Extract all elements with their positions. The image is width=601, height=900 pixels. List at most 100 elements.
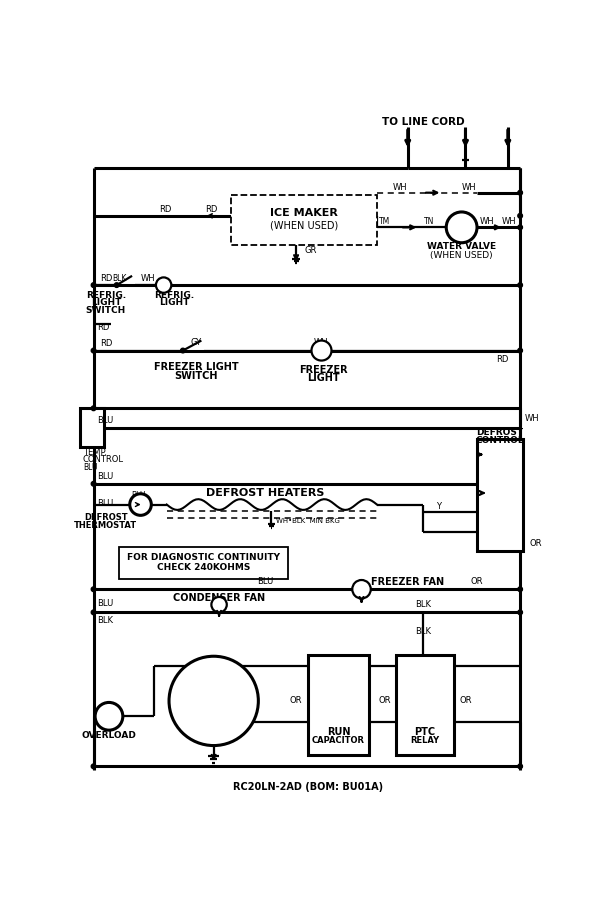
Text: RC20LN-2AD (BOM: BU01A): RC20LN-2AD (BOM: BU01A): [233, 782, 383, 792]
Text: WH: WH: [141, 274, 156, 283]
Circle shape: [518, 348, 522, 353]
Text: OR: OR: [290, 697, 302, 706]
Text: TEMP.: TEMP.: [83, 447, 107, 456]
Circle shape: [311, 340, 332, 361]
Text: C: C: [194, 697, 200, 706]
Text: BLU: BLU: [97, 416, 114, 425]
Text: RUN: RUN: [327, 726, 350, 737]
Text: (WHEN USED): (WHEN USED): [430, 250, 493, 259]
Circle shape: [518, 191, 522, 195]
Text: WH: WH: [525, 414, 539, 423]
Text: WATER VALVE: WATER VALVE: [427, 242, 496, 251]
Text: COMPRESSOR: COMPRESSOR: [178, 697, 249, 706]
Circle shape: [91, 587, 96, 591]
Text: GR: GR: [305, 246, 317, 255]
Text: CHECK 240KOHMS: CHECK 240KOHMS: [157, 563, 251, 572]
Circle shape: [518, 610, 522, 615]
Text: CAPACITOR: CAPACITOR: [312, 736, 365, 745]
Text: OR: OR: [471, 577, 483, 586]
Text: REFRIG.: REFRIG.: [154, 291, 195, 300]
Text: FREEZER: FREEZER: [299, 364, 347, 374]
Text: BLU: BLU: [97, 472, 114, 482]
Text: CONTROL: CONTROL: [83, 455, 124, 464]
Text: LIGHT: LIGHT: [91, 298, 121, 307]
Text: OR: OR: [379, 697, 391, 706]
Text: BLK: BLK: [415, 600, 431, 609]
Text: TN: TN: [424, 218, 435, 227]
Bar: [119, 547, 288, 580]
Text: WH•BLK  MIN BKG: WH•BLK MIN BKG: [276, 518, 340, 525]
Text: GY: GY: [191, 338, 201, 347]
Text: SWITCH: SWITCH: [174, 371, 218, 381]
Text: WH: WH: [314, 338, 329, 346]
Text: RD: RD: [100, 274, 112, 283]
Circle shape: [91, 348, 96, 353]
Text: SWITCH: SWITCH: [86, 306, 126, 315]
Text: BLU: BLU: [83, 464, 97, 472]
Circle shape: [169, 656, 258, 745]
Text: FOR DIAGNOSTIC CONTINUITY: FOR DIAGNOSTIC CONTINUITY: [127, 554, 280, 562]
Text: BLK: BLK: [112, 274, 127, 283]
Text: PTC: PTC: [414, 726, 435, 737]
Text: WH: WH: [480, 218, 495, 227]
Circle shape: [518, 225, 522, 230]
Text: RELAY: RELAY: [410, 736, 439, 745]
Text: Y: Y: [436, 502, 441, 511]
Text: OR: OR: [459, 697, 472, 706]
Text: BLU: BLU: [131, 491, 145, 500]
Text: CONTROL: CONTROL: [476, 436, 525, 446]
Circle shape: [91, 764, 96, 769]
Circle shape: [518, 213, 522, 218]
Circle shape: [156, 277, 171, 292]
Circle shape: [446, 212, 477, 243]
Text: FREEZER LIGHT: FREEZER LIGHT: [154, 362, 238, 372]
Text: WH: WH: [502, 218, 517, 227]
Bar: [396, 654, 454, 755]
Text: S: S: [203, 680, 209, 688]
Circle shape: [352, 580, 371, 598]
Text: RD: RD: [97, 323, 110, 332]
Text: RD: RD: [159, 205, 171, 214]
Bar: [81, 409, 103, 446]
Text: WH: WH: [462, 183, 477, 192]
Text: TO LINE CORD: TO LINE CORD: [382, 117, 465, 127]
Bar: [231, 195, 377, 245]
Text: DEFROST HEATERS: DEFROST HEATERS: [206, 488, 325, 498]
Circle shape: [518, 764, 522, 769]
Circle shape: [95, 702, 123, 730]
Text: DEFROST: DEFROST: [477, 428, 523, 437]
Circle shape: [114, 283, 119, 287]
Text: RD: RD: [205, 205, 218, 214]
Text: BLU: BLU: [97, 499, 114, 508]
Bar: [477, 439, 523, 551]
Circle shape: [91, 283, 96, 287]
Text: RD: RD: [496, 356, 508, 364]
Text: DEFROST: DEFROST: [84, 513, 127, 522]
Text: WH: WH: [138, 504, 150, 510]
Text: ICE MAKER: ICE MAKER: [270, 209, 338, 219]
Circle shape: [91, 482, 96, 486]
Text: TM: TM: [379, 218, 391, 227]
Text: RD: RD: [100, 339, 112, 348]
Text: BLK: BLK: [97, 616, 114, 625]
Circle shape: [91, 406, 96, 410]
Circle shape: [518, 587, 522, 591]
Text: BLU: BLU: [257, 577, 273, 586]
Text: FREEZER FAN: FREEZER FAN: [371, 577, 444, 587]
Circle shape: [212, 597, 227, 612]
Text: OR: OR: [529, 538, 542, 547]
Circle shape: [180, 348, 185, 353]
Text: CONDENSER FAN: CONDENSER FAN: [173, 593, 265, 604]
Text: WH: WH: [392, 183, 407, 192]
Text: BLK: BLK: [415, 627, 431, 636]
Text: REFRIG.: REFRIG.: [86, 291, 126, 300]
Circle shape: [91, 610, 96, 615]
Text: LIGHT: LIGHT: [159, 298, 189, 307]
Text: BLU: BLU: [97, 599, 114, 608]
Text: THERMOSTAT: THERMOSTAT: [75, 521, 138, 530]
Circle shape: [518, 283, 522, 287]
Text: (WHEN USED): (WHEN USED): [270, 220, 338, 230]
Text: R: R: [220, 712, 226, 721]
Text: OVERLOAD: OVERLOAD: [82, 731, 136, 740]
Circle shape: [130, 494, 151, 516]
